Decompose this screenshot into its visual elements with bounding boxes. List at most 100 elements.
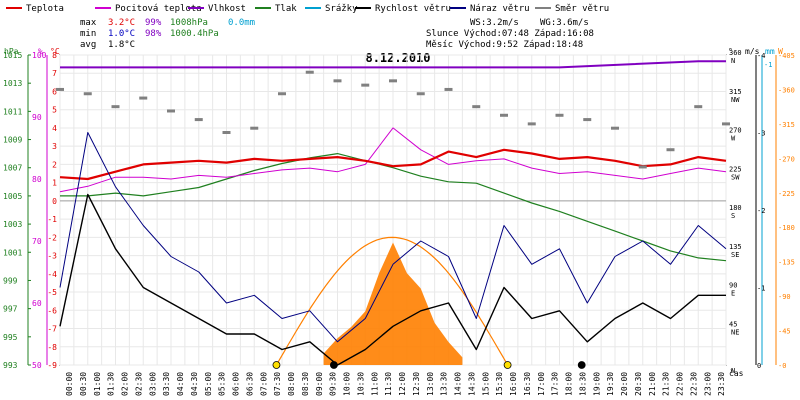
legend-label: Vlhkost: [208, 4, 246, 14]
x-tick-label: 12:00: [398, 372, 407, 396]
x-tick-label: 02:00: [121, 372, 130, 396]
temperature-tick-label: 7: [52, 69, 57, 78]
legend-label: Rychlost větru: [375, 4, 451, 14]
direction-tick-name: SW: [731, 173, 740, 181]
x-tick-label: 03:00: [148, 372, 157, 396]
temperature-axis-unit: °C: [50, 47, 60, 56]
temperature-line: [59, 148, 727, 181]
x-tick-label: 04:30: [190, 372, 199, 396]
direction-tick-name: SE: [731, 251, 739, 259]
pressure-tick-label: 1003: [3, 220, 22, 229]
temperature-tick-label: -2: [47, 233, 57, 242]
x-tick-label: 05:30: [218, 372, 227, 396]
solar-axis-unit: W: [778, 47, 783, 56]
left-axes: hPa% °C1015101310111009100710051003100199…: [3, 47, 60, 370]
temperature-tick-label: -1: [47, 215, 57, 224]
x-tick-label: 06:30: [245, 372, 254, 396]
x-tick-label: 01:00: [93, 372, 102, 396]
x-tick-label: 19:00: [592, 372, 601, 396]
direction-tick-label: 360: [729, 49, 742, 57]
x-tick-label: 23:00: [703, 372, 712, 396]
x-tick-label: 18:00: [565, 372, 574, 396]
humidity-tick-label: 50: [32, 361, 42, 370]
x-tick-label: 17:00: [537, 372, 546, 396]
x-axis-label: čas: [729, 368, 744, 378]
direction-tick-name: NW: [731, 96, 740, 104]
stats-avg-label: avg: [80, 40, 96, 50]
legend: Teplota Pocitová teplota Vlhkost Tlak Srážky…: [6, 4, 609, 14]
x-tick-label: 04:00: [176, 372, 185, 396]
direction-tick-label: 315: [729, 88, 742, 96]
x-tick-label: 19:30: [606, 372, 615, 396]
x-tick-label: 20:30: [634, 372, 643, 396]
temperature-tick-label: 5: [52, 106, 57, 115]
x-tick-label: 17:30: [551, 372, 560, 396]
wind-gust-line: [59, 132, 727, 343]
x-tick-label: 13:30: [440, 372, 449, 396]
x-tick-label: 00:30: [79, 372, 88, 396]
x-tick-label: 16:00: [509, 372, 518, 396]
humidity-tick-label: 90: [32, 113, 42, 122]
x-tick-label: 21:00: [648, 372, 657, 396]
direction-tick-label: 180: [729, 204, 742, 212]
temperature-tick-label: -7: [47, 325, 57, 334]
direction-tick-name: N: [731, 367, 735, 375]
solar-tick-label: -0: [778, 362, 786, 370]
stats-min-temp: 1.0°C: [108, 29, 135, 39]
x-tick-label: 10:30: [356, 372, 365, 396]
x-tick-label: 22:30: [689, 372, 698, 396]
series-layer: [56, 60, 730, 366]
solar-tick-label: -225: [778, 190, 795, 198]
stats-min-hum: 98%: [145, 29, 162, 39]
x-tick-label: 09:30: [329, 372, 338, 396]
pressure-tick-label: 1013: [3, 79, 22, 88]
humidity-tick-label: 70: [32, 237, 42, 246]
humidity-axis-unit: %: [38, 47, 43, 56]
x-axis: 00:00 00:30 01:00 01:30 02:00 02:30 03:00 03:30…: [65, 368, 744, 396]
pressure-tick-label: 999: [3, 276, 18, 285]
rain-tick-label: -1: [764, 61, 772, 69]
pressure-tick-label: 1015: [3, 51, 22, 60]
x-tick-label: 11:30: [384, 372, 393, 396]
solar-tick-label: -45: [778, 328, 791, 336]
x-tick-label: 18:30: [578, 372, 587, 396]
temperature-tick-label: 1: [52, 179, 57, 188]
legend-label: Teplota: [26, 4, 64, 14]
x-tick-label: 15:00: [481, 372, 490, 396]
pressure-tick-label: 1011: [3, 107, 22, 116]
legend-label: Směr větru: [555, 4, 609, 14]
temperature-tick-label: -3: [47, 252, 57, 261]
temperature-tick-label: 0: [52, 197, 57, 206]
x-tick-label: 09:00: [315, 372, 324, 396]
x-tick-label: 00:00: [65, 372, 74, 396]
x-tick-label: 22:00: [676, 372, 685, 396]
solar-tick-label: -135: [778, 259, 795, 267]
x-tick-label: 16:30: [523, 372, 532, 396]
x-tick-label: 10:00: [343, 372, 352, 396]
direction-tick-label: 225: [729, 165, 742, 173]
sun-elevation-curve: [275, 236, 509, 366]
stats-max-hum: 99%: [145, 18, 162, 28]
temperature-tick-label: 6: [52, 87, 57, 96]
pressure-tick-label: 997: [3, 305, 18, 314]
x-tick-label: 23:30: [717, 372, 726, 396]
temperature-tick-label: -4: [47, 270, 57, 279]
pressure-tick-label: 995: [3, 333, 18, 342]
stats-max-rain: 0.0mm: [228, 18, 255, 28]
stats-max-label: max: [80, 18, 97, 28]
x-tick-label: 21:30: [662, 372, 671, 396]
info-sun: Slunce Východ:07:48 Západ:16:08: [426, 29, 594, 39]
right-axes: ° m/s mm W360N315NW270W225SW180S135SE90E45N…: [728, 47, 795, 375]
solar-area: [275, 236, 509, 366]
x-tick-label: 15:30: [495, 372, 504, 396]
direction-tick-label: 270: [729, 127, 742, 135]
direction-tick-label: 135: [729, 243, 742, 251]
pressure-tick-label: 1009: [3, 136, 22, 145]
x-tick-label: 07:00: [259, 372, 268, 396]
solar-tick-label: -180: [778, 224, 795, 232]
wind-axis-unit: m/s: [745, 47, 760, 56]
x-tick-label: 01:30: [107, 372, 116, 396]
x-tick-label: 14:00: [454, 372, 463, 396]
x-tick-label: 20:00: [620, 372, 629, 396]
